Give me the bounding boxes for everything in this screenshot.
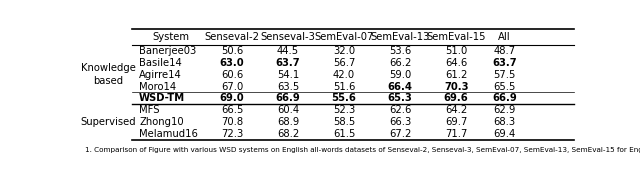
Text: 60.4: 60.4	[277, 105, 299, 115]
Text: 68.9: 68.9	[277, 117, 299, 127]
Text: All: All	[499, 32, 511, 42]
Text: 68.3: 68.3	[493, 117, 516, 127]
Text: 62.9: 62.9	[493, 105, 516, 115]
Text: SemEval-13: SemEval-13	[371, 32, 430, 42]
Text: 59.0: 59.0	[389, 70, 412, 80]
Text: 68.2: 68.2	[277, 129, 299, 139]
Text: 69.0: 69.0	[220, 93, 244, 103]
Text: 61.5: 61.5	[333, 129, 355, 139]
Text: Knowledge
based: Knowledge based	[81, 63, 136, 86]
Text: 66.5: 66.5	[221, 105, 243, 115]
Text: 67.0: 67.0	[221, 82, 243, 92]
Text: 32.0: 32.0	[333, 46, 355, 56]
Text: 58.5: 58.5	[333, 117, 355, 127]
Text: 60.6: 60.6	[221, 70, 243, 80]
Text: 52.3: 52.3	[333, 105, 355, 115]
Text: 66.2: 66.2	[389, 58, 412, 68]
Text: 70.3: 70.3	[444, 82, 468, 92]
Text: 51.6: 51.6	[333, 82, 355, 92]
Text: Basile14: Basile14	[139, 58, 182, 68]
Text: 42.0: 42.0	[333, 70, 355, 80]
Text: SemEval-15: SemEval-15	[426, 32, 486, 42]
Text: 72.3: 72.3	[221, 129, 243, 139]
Text: Banerjee03: Banerjee03	[139, 46, 196, 56]
Text: Supervised: Supervised	[81, 117, 136, 127]
Text: 48.7: 48.7	[493, 46, 516, 56]
Text: System: System	[152, 32, 189, 42]
Text: 50.6: 50.6	[221, 46, 243, 56]
Text: 71.7: 71.7	[445, 129, 467, 139]
Text: 61.2: 61.2	[445, 70, 467, 80]
Text: 53.6: 53.6	[389, 46, 412, 56]
Text: 66.4: 66.4	[388, 82, 413, 92]
Text: 66.3: 66.3	[389, 117, 412, 127]
Text: 64.2: 64.2	[445, 105, 467, 115]
Text: 51.0: 51.0	[445, 46, 467, 56]
Text: 67.2: 67.2	[389, 129, 412, 139]
Text: 70.8: 70.8	[221, 117, 243, 127]
Text: 64.6: 64.6	[445, 58, 467, 68]
Text: 55.6: 55.6	[332, 93, 356, 103]
Text: 62.6: 62.6	[389, 105, 412, 115]
Text: 63.5: 63.5	[277, 82, 299, 92]
Text: Zhong10: Zhong10	[139, 117, 184, 127]
Text: 44.5: 44.5	[277, 46, 299, 56]
Text: 56.7: 56.7	[333, 58, 355, 68]
Text: Senseval-2: Senseval-2	[205, 32, 260, 42]
Text: WSD-TM: WSD-TM	[139, 93, 185, 103]
Text: 63.7: 63.7	[276, 58, 300, 68]
Text: 66.9: 66.9	[492, 93, 517, 103]
Text: 66.9: 66.9	[276, 93, 300, 103]
Text: Senseval-3: Senseval-3	[260, 32, 316, 42]
Text: Agirre14: Agirre14	[139, 70, 182, 80]
Text: 63.7: 63.7	[492, 58, 517, 68]
Text: 65.5: 65.5	[493, 82, 516, 92]
Text: 65.3: 65.3	[388, 93, 413, 103]
Text: 69.4: 69.4	[493, 129, 516, 139]
Text: SemEval-07: SemEval-07	[314, 32, 374, 42]
Text: 1. Comparison of Figure with various WSD systems on English all-words datasets o: 1. Comparison of Figure with various WSD…	[85, 147, 640, 153]
Text: 54.1: 54.1	[277, 70, 299, 80]
Text: 69.7: 69.7	[445, 117, 467, 127]
Text: 69.6: 69.6	[444, 93, 468, 103]
Text: Moro14: Moro14	[139, 82, 176, 92]
Text: Melamud16: Melamud16	[139, 129, 198, 139]
Text: MFS: MFS	[139, 105, 159, 115]
Text: 63.0: 63.0	[220, 58, 244, 68]
Text: 57.5: 57.5	[493, 70, 516, 80]
